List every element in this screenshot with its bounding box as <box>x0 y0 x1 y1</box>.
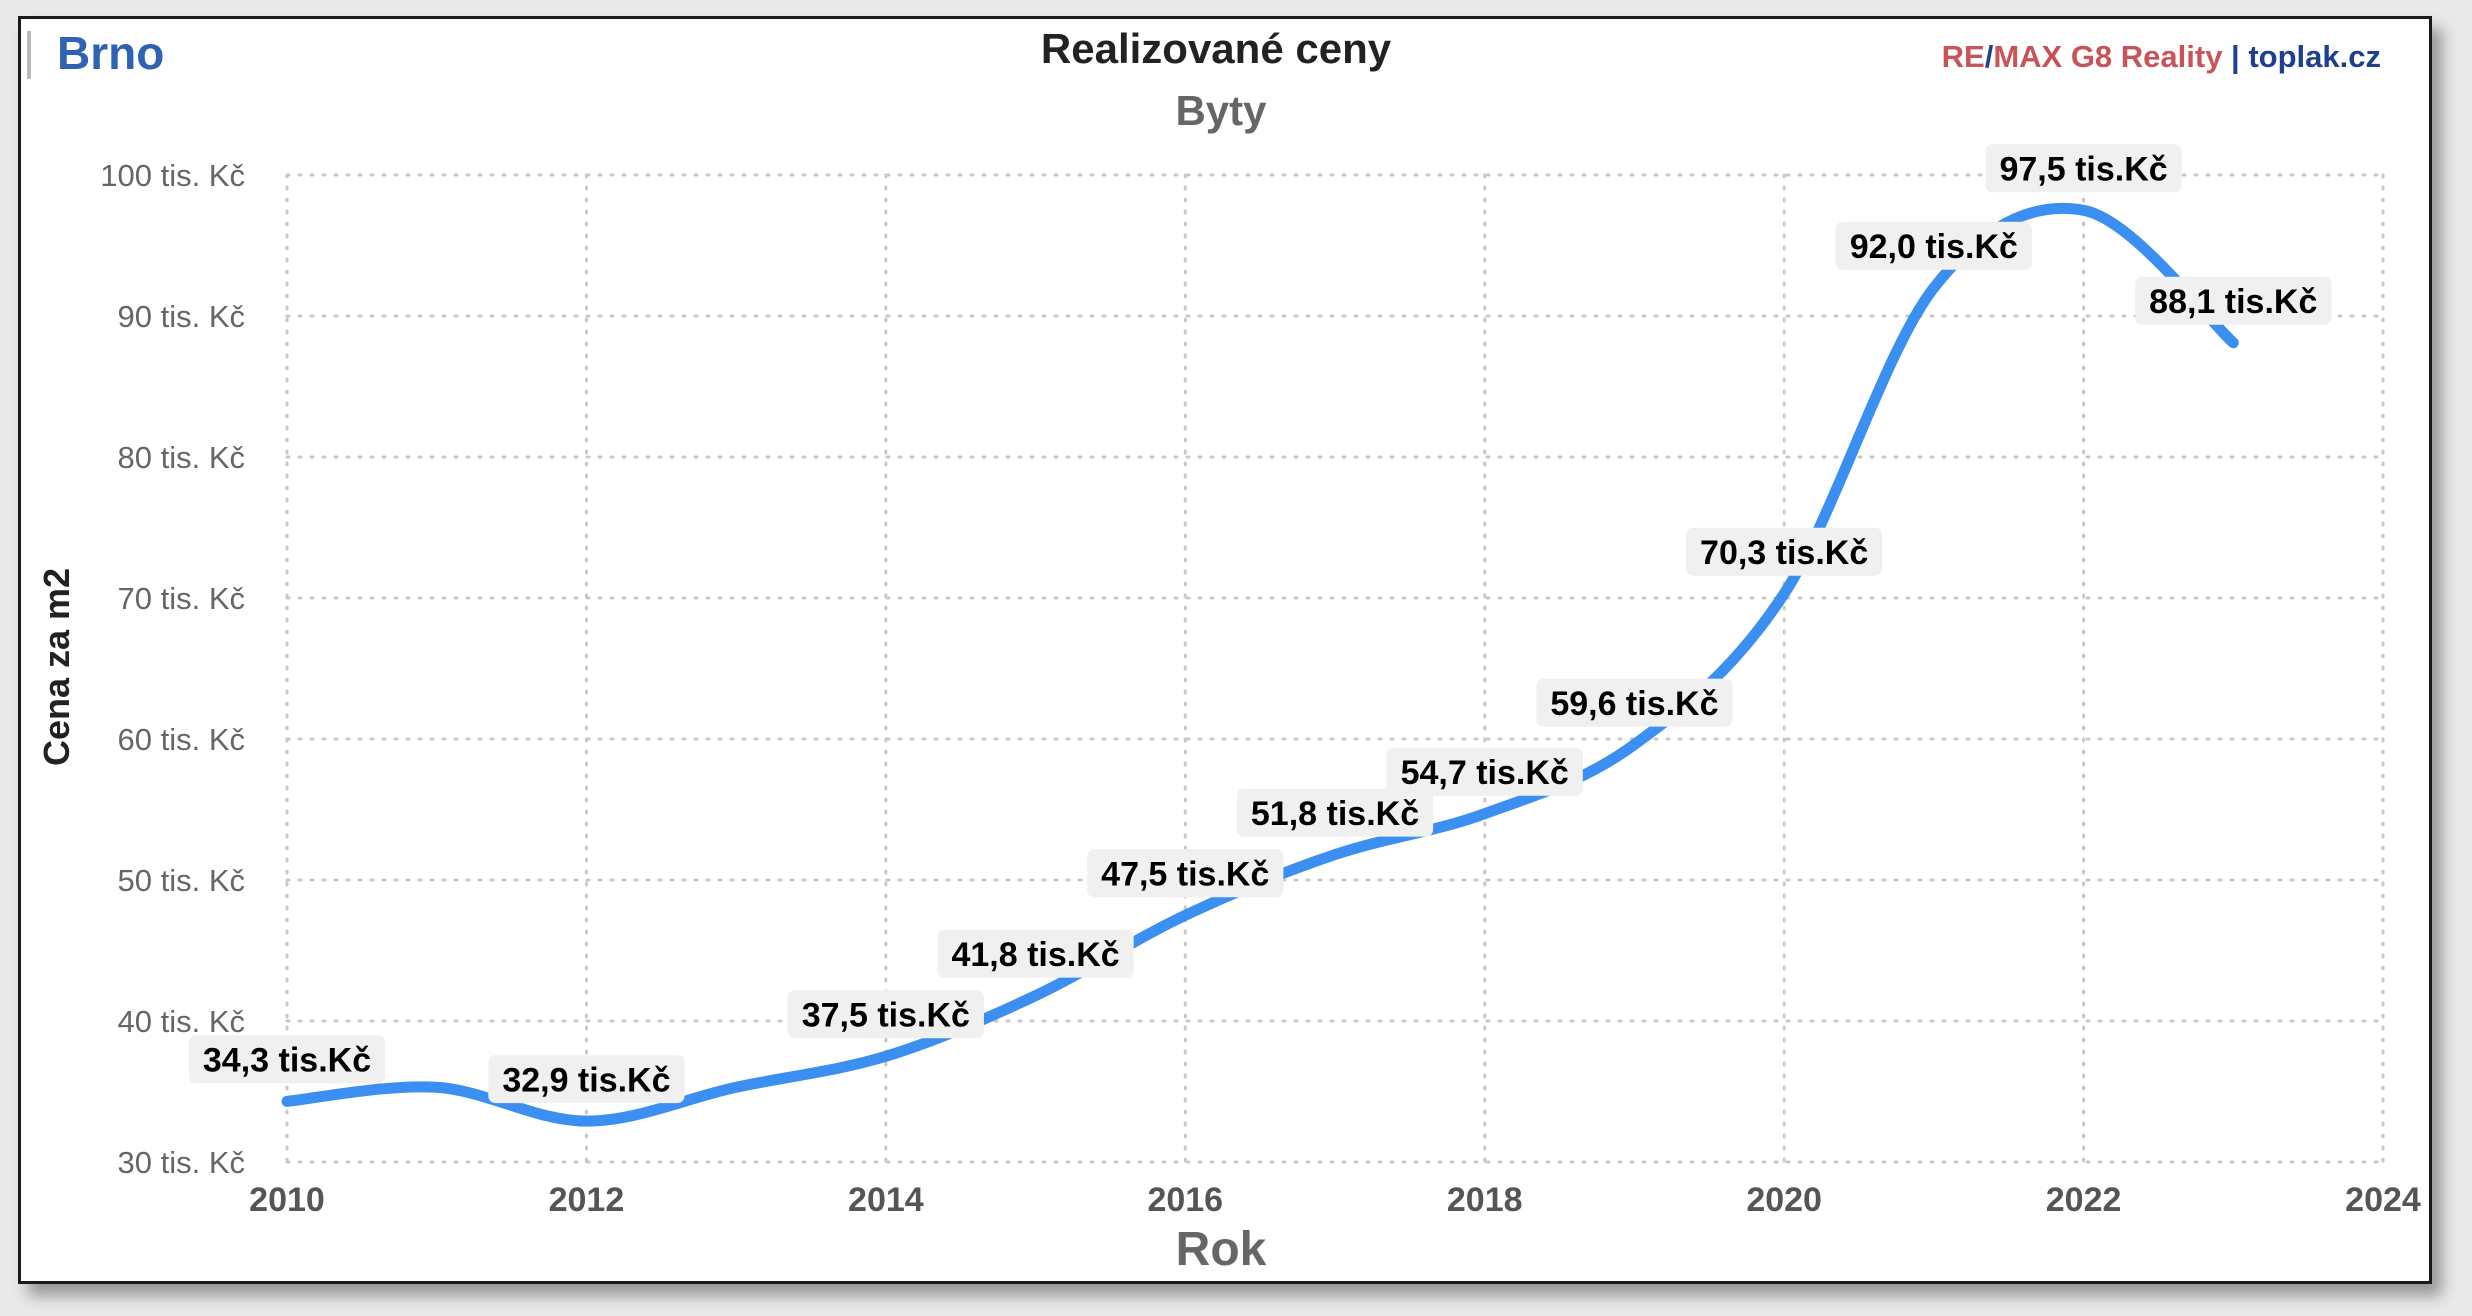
brand-text: RE/MAX G8 Reality | toplak.cz <box>1942 39 2381 74</box>
data-label-text: 54,7 tis.Kč <box>1401 754 1569 792</box>
data-label-box <box>1835 221 2032 270</box>
data-label-box <box>937 929 1134 978</box>
data-label: 59,6 tis.Kč <box>1536 678 1733 727</box>
data-label-text: 47,5 tis.Kč <box>1101 855 1269 893</box>
y-tick-label: 60 tis. Kč <box>118 722 246 757</box>
data-label: 37,5 tis.Kč <box>787 990 984 1039</box>
y-axis-ticks: 30 tis. Kč 40 tis. Kč 50 tis. Kč 60 tis. Kč… <box>100 158 245 1180</box>
data-label-text: 34,3 tis.Kč <box>203 1042 371 1080</box>
data-label-text: 92,0 tis.Kč <box>1850 228 2018 266</box>
data-label-text: 59,6 tis.Kč <box>1550 685 1718 723</box>
data-label: 92,0 tis.Kč <box>1835 221 2032 270</box>
city-accent-bar <box>27 31 31 79</box>
data-label-text: 32,9 tis.Kč <box>502 1061 670 1099</box>
x-axis-ticks: 2010 2012 2014 2016 2018 2020 2022 2024 <box>249 1181 2421 1219</box>
y-axis-label: Cena za m2 <box>36 568 77 766</box>
chart-title: Realizované ceny <box>1041 25 1392 72</box>
brand-max: MAX G8 Reality <box>1993 39 2223 74</box>
data-label-box <box>2135 276 2332 325</box>
data-label-box <box>787 990 984 1039</box>
data-label-text: 88,1 tis.Kč <box>2149 283 2317 321</box>
data-label: 32,9 tis.Kč <box>488 1055 685 1104</box>
data-label-text: 97,5 tis.Kč <box>1999 150 2167 188</box>
data-label-box <box>1686 527 1883 576</box>
x-tick-label: 2020 <box>1746 1181 1822 1219</box>
data-label-box <box>488 1055 685 1104</box>
brand-re: RE <box>1942 39 1985 74</box>
data-label-text: 51,8 tis.Kč <box>1251 795 1419 833</box>
brand-separator: | <box>2222 39 2248 74</box>
data-label-box <box>1985 144 2182 193</box>
y-tick-label: 50 tis. Kč <box>118 863 246 898</box>
chart-subtitle: Byty <box>1175 87 1267 134</box>
y-tick-label: 100 tis. Kč <box>100 158 245 193</box>
x-axis-label: Rok <box>1176 1223 1267 1276</box>
data-label-text: 41,8 tis.Kč <box>951 936 1119 974</box>
data-label: 70,3 tis.Kč <box>1686 527 1883 576</box>
data-label: 51,8 tis.Kč <box>1236 788 1434 837</box>
data-label-box <box>1386 747 1583 796</box>
y-tick-label: 90 tis. Kč <box>118 299 246 334</box>
chart-card: Brno Realizované ceny Byty RE/MAX G8 Rea… <box>18 16 2432 1284</box>
data-labels: 34,3 tis.Kč 32,9 tis.Kč 37,5 tis.Kč 41,8 ti… <box>188 144 2332 1104</box>
data-label-box <box>1536 678 1733 727</box>
x-tick-label: 2016 <box>1147 1181 1223 1219</box>
data-label-box <box>188 1035 386 1084</box>
grid <box>285 173 2385 1164</box>
data-label: 34,3 tis.Kč <box>188 1035 386 1084</box>
series-line <box>281 202 2239 1127</box>
line-chart: Brno Realizované ceny Byty RE/MAX G8 Rea… <box>27 25 2421 1276</box>
x-tick-label: 2014 <box>848 1181 924 1219</box>
data-label-box <box>1236 788 1434 837</box>
brand-site: toplak.cz <box>2248 39 2381 74</box>
y-tick-label: 40 tis. Kč <box>118 1004 246 1039</box>
x-tick-label: 2024 <box>2345 1181 2421 1219</box>
y-tick-label: 30 tis. Kč <box>118 1145 246 1180</box>
data-label: 97,5 tis.Kč <box>1985 144 2182 193</box>
data-label: 47,5 tis.Kč <box>1087 849 1284 898</box>
x-tick-label: 2012 <box>549 1181 625 1219</box>
x-tick-label: 2010 <box>249 1181 325 1219</box>
brand-slash: / <box>1985 39 1994 74</box>
x-tick-label: 2018 <box>1447 1181 1523 1219</box>
city-title: Brno <box>57 27 164 79</box>
data-label: 88,1 tis.Kč <box>2135 276 2332 325</box>
x-tick-label: 2022 <box>2046 1181 2122 1219</box>
data-label-text: 37,5 tis.Kč <box>802 996 970 1034</box>
data-label: 54,7 tis.Kč <box>1386 747 1583 796</box>
data-label: 41,8 tis.Kč <box>937 929 1134 978</box>
data-label-text: 70,3 tis.Kč <box>1700 534 1868 572</box>
data-label-box <box>1087 849 1284 898</box>
y-tick-label: 80 tis. Kč <box>118 440 246 475</box>
y-tick-label: 70 tis. Kč <box>118 581 246 616</box>
